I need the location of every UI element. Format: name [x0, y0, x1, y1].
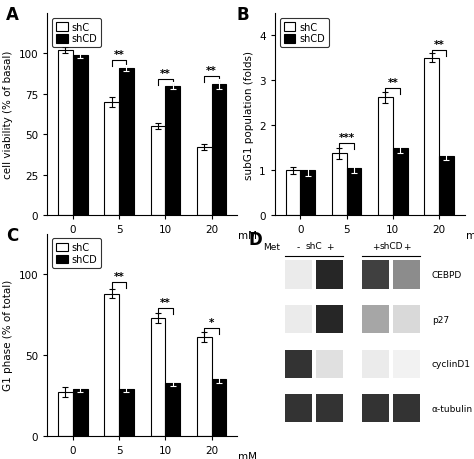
Text: p27: p27: [432, 315, 449, 324]
Text: shC: shC: [306, 242, 322, 251]
Text: D: D: [248, 230, 262, 249]
Bar: [211, 380, 227, 436]
Bar: [58, 392, 73, 436]
Bar: [119, 389, 134, 436]
Text: +: +: [326, 242, 333, 251]
Text: +: +: [403, 242, 410, 251]
Text: +: +: [372, 242, 379, 251]
Bar: [73, 389, 88, 436]
Bar: [316, 350, 343, 378]
Bar: [285, 305, 312, 334]
Y-axis label: G1 phase (% of total): G1 phase (% of total): [3, 280, 13, 391]
Y-axis label: cell viability (% of basal): cell viability (% of basal): [3, 50, 13, 179]
Bar: [285, 350, 312, 378]
Bar: [197, 148, 211, 216]
Bar: [393, 148, 408, 216]
Bar: [316, 305, 343, 334]
Bar: [165, 86, 180, 216]
Text: CEBPD: CEBPD: [432, 270, 462, 280]
Text: **: **: [434, 39, 445, 50]
Bar: [285, 171, 301, 216]
Text: -: -: [297, 242, 300, 251]
Text: **: **: [114, 50, 125, 60]
Text: C: C: [6, 226, 18, 244]
Bar: [332, 154, 346, 216]
Text: shCD: shCD: [379, 242, 403, 251]
Bar: [346, 168, 361, 216]
Bar: [301, 171, 315, 216]
Text: ***: ***: [338, 133, 355, 143]
Bar: [285, 394, 312, 422]
Text: α-tubulin: α-tubulin: [432, 404, 473, 413]
Text: **: **: [114, 272, 125, 281]
Bar: [362, 261, 389, 289]
Text: mM: mM: [238, 451, 257, 459]
Bar: [211, 85, 227, 216]
Bar: [393, 261, 420, 289]
Bar: [119, 69, 134, 216]
Bar: [393, 305, 420, 334]
Text: **: **: [160, 69, 171, 79]
Legend: shC, shCD: shC, shCD: [52, 19, 101, 48]
Legend: shC, shCD: shC, shCD: [52, 239, 101, 269]
Text: mM: mM: [466, 231, 474, 241]
Bar: [104, 103, 119, 216]
Text: mM: mM: [238, 231, 257, 241]
Bar: [58, 51, 73, 216]
Bar: [362, 305, 389, 334]
Bar: [316, 261, 343, 289]
Bar: [362, 350, 389, 378]
Y-axis label: subG1 population (folds): subG1 population (folds): [244, 50, 254, 179]
Bar: [378, 98, 393, 216]
Text: **: **: [387, 78, 398, 88]
Bar: [316, 394, 343, 422]
Text: **: **: [206, 66, 217, 76]
Bar: [151, 318, 165, 436]
Text: A: A: [6, 6, 18, 24]
Bar: [439, 157, 454, 216]
Text: B: B: [237, 6, 250, 24]
Text: cyclinD1: cyclinD1: [432, 359, 471, 369]
Text: **: **: [160, 297, 171, 308]
Text: *: *: [209, 317, 214, 327]
Bar: [73, 56, 88, 216]
Bar: [197, 337, 211, 436]
Bar: [285, 261, 312, 289]
Legend: shC, shCD: shC, shCD: [280, 19, 329, 48]
Bar: [424, 59, 439, 216]
Bar: [151, 127, 165, 216]
Bar: [393, 394, 420, 422]
Bar: [104, 294, 119, 436]
Bar: [362, 394, 389, 422]
Bar: [165, 383, 180, 436]
Text: Met: Met: [263, 242, 280, 251]
Bar: [393, 350, 420, 378]
